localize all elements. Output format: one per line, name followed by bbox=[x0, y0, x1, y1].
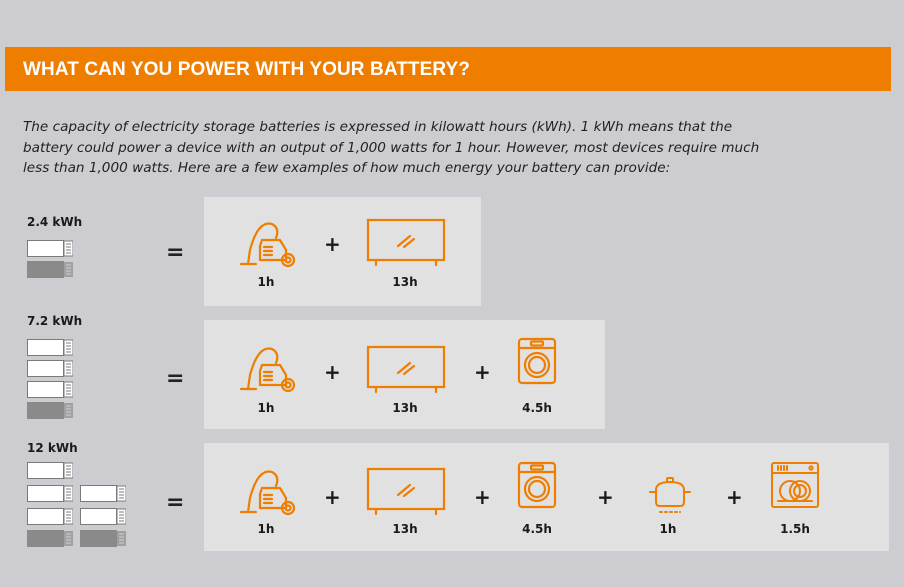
plus-sign: + bbox=[474, 485, 491, 509]
duration-tv: 13h bbox=[392, 401, 418, 415]
page-title: WHAT CAN YOU POWER WITH YOUR BATTERY? bbox=[23, 59, 471, 80]
vacuum-cleaner-icon bbox=[236, 464, 296, 516]
washing-machine-icon bbox=[517, 461, 557, 509]
battery-icon bbox=[27, 462, 73, 479]
duration-tv: 13h bbox=[392, 275, 418, 289]
duration-vacuum: 1h bbox=[257, 522, 275, 536]
vacuum-cleaner-icon bbox=[236, 341, 296, 393]
plus-sign: + bbox=[324, 485, 341, 509]
battery-icon bbox=[27, 508, 73, 525]
plus-sign: + bbox=[474, 360, 491, 384]
duration-vacuum: 1h bbox=[257, 275, 275, 289]
battery-icon bbox=[27, 381, 73, 398]
intro-line-1: The capacity of electricity storage batt… bbox=[23, 119, 733, 135]
header-banner: WHAT CAN YOU POWER WITH YOUR BATTERY? bbox=[5, 47, 891, 91]
battery-icon bbox=[27, 530, 73, 547]
battery-icon bbox=[27, 485, 73, 502]
washing-machine-icon bbox=[517, 337, 557, 385]
cooking-pot-icon bbox=[648, 476, 692, 516]
plus-sign: + bbox=[324, 360, 341, 384]
equals-sign: = bbox=[166, 240, 185, 265]
television-icon bbox=[366, 467, 446, 517]
intro-text: The capacity of electricity storage batt… bbox=[23, 117, 783, 179]
battery-icon bbox=[27, 360, 73, 377]
capacity-label-12kwh: 12 kWh bbox=[27, 441, 78, 455]
duration-vacuum: 1h bbox=[257, 401, 275, 415]
capacity-label-7-2kwh: 7.2 kWh bbox=[27, 314, 83, 328]
intro-line-3: less than 1,000 watts. Here are a few ex… bbox=[23, 160, 671, 176]
equals-sign: = bbox=[166, 366, 185, 391]
battery-icon bbox=[80, 485, 126, 502]
capacity-label-2-4kwh: 2.4 kWh bbox=[27, 215, 83, 229]
duration-cooker: 1h bbox=[659, 522, 677, 536]
plus-sign: + bbox=[324, 232, 341, 256]
vacuum-cleaner-icon bbox=[236, 216, 296, 268]
battery-icon bbox=[27, 240, 73, 257]
battery-icon bbox=[27, 261, 73, 278]
television-icon bbox=[366, 345, 446, 395]
intro-line-2: battery could power a device with an out… bbox=[23, 139, 760, 156]
battery-icon bbox=[80, 530, 126, 547]
television-icon bbox=[366, 218, 446, 268]
battery-icon bbox=[80, 508, 126, 525]
battery-icon bbox=[27, 402, 73, 419]
dishwasher-icon bbox=[770, 461, 820, 509]
duration-washer: 4.5h bbox=[522, 401, 552, 415]
battery-icon bbox=[27, 339, 73, 356]
equals-sign: = bbox=[166, 490, 185, 515]
duration-tv: 13h bbox=[392, 522, 418, 536]
duration-washer: 4.5h bbox=[522, 522, 552, 536]
plus-sign: + bbox=[726, 485, 743, 509]
plus-sign: + bbox=[597, 485, 614, 509]
duration-dishwasher: 1.5h bbox=[780, 522, 810, 536]
